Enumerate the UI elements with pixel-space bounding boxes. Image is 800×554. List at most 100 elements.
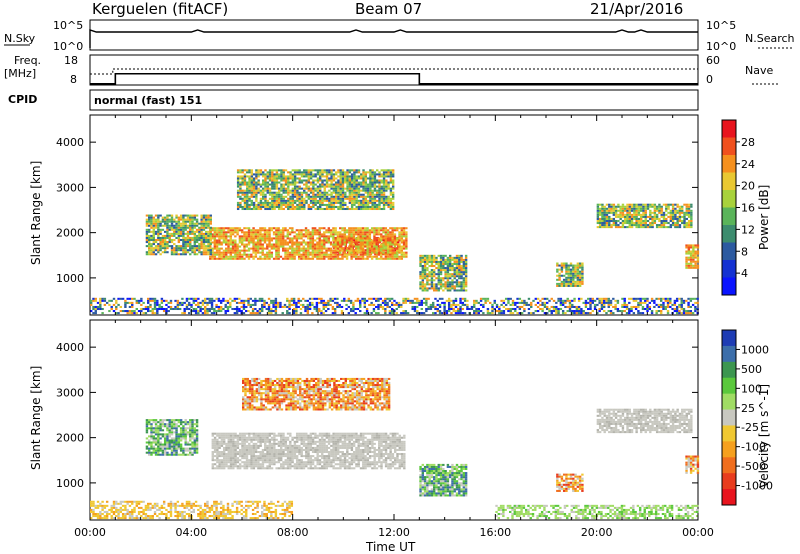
power-cell [475,310,478,313]
power-cell [689,310,693,313]
power-cell [286,247,289,250]
power-cell [177,253,181,256]
power-cell [344,179,347,182]
power-cell [173,243,176,246]
power-cell [445,299,449,302]
power-cell [313,255,317,258]
power-cell [448,275,452,278]
power-cell [242,299,246,302]
power-cell [289,175,292,178]
power-cell [514,310,517,313]
power-cell [384,307,387,311]
nave-label: Nave [745,64,773,77]
power-cell [248,207,251,211]
power-cell [491,305,494,308]
power-cell [165,310,168,313]
power-cell [423,267,427,270]
power-cell [334,233,337,236]
power-cell [575,307,579,311]
power-cell [297,229,301,232]
power-cell [272,257,276,260]
power-cell [495,305,499,308]
power-cell [299,312,303,315]
power-cell [393,235,397,238]
power-cell [676,226,679,229]
power-cell [391,237,394,240]
power-cell [380,187,383,190]
power-cell [405,255,408,258]
power-cell [319,205,322,208]
power-cell [364,235,367,238]
power-cell [261,227,264,230]
power-cell [252,187,256,190]
power-cell [646,224,650,227]
power-cell [128,297,132,300]
power-cell [466,307,469,311]
power-cell [573,310,576,313]
power-cell [289,199,292,202]
power-cell [464,281,468,284]
power-cell [566,299,569,302]
power-cell [660,209,663,212]
power-cell [166,234,169,237]
power-cell [304,249,308,252]
power-cell [662,215,666,218]
power-cell [462,285,466,288]
power-cell [451,283,454,286]
power-cell [539,299,542,302]
power-cell [346,181,349,184]
power-cell [421,271,425,274]
power-cell [288,301,291,304]
power-cell [405,241,408,244]
power-cell [651,219,654,223]
power-cell [347,305,351,308]
power-cell [170,247,174,250]
power-cell [323,175,326,178]
power-cell [573,312,576,315]
power-cell [576,264,580,267]
power-cell [574,276,577,279]
power-cell [170,214,174,217]
power-cell [601,226,604,229]
power-cell [277,229,280,232]
power-cell [275,237,278,240]
power-cell [366,235,369,238]
power-cell [110,305,113,308]
power-cell [284,195,288,198]
power-cell [543,303,547,306]
power-cell [523,310,526,313]
power-cell [268,201,272,204]
power-cell [509,303,512,306]
power-cell [241,191,244,194]
power-cell [161,216,165,219]
power-cell [427,297,430,300]
power-cell [105,301,109,304]
power-cell [384,247,388,250]
power-cell [202,226,206,229]
power-cell [373,237,376,240]
power-cell [236,203,240,206]
power-cell [332,187,336,190]
power-cell [275,235,278,238]
power-cell [198,228,201,231]
power-cell [371,191,374,194]
power-cell [610,226,613,229]
power-cell [330,195,333,198]
power-cell [296,169,299,172]
power-cell [630,297,633,300]
power-cell [334,231,337,234]
power-cell [354,227,358,230]
power-cell [454,297,458,300]
power-cell [603,222,606,225]
power-cell [437,254,440,257]
power-cell [370,251,374,254]
power-cell [398,247,401,250]
power-cell [655,226,659,229]
power-cell [436,307,439,311]
power-cell [193,214,197,217]
power-cell [308,301,312,304]
power-cell [405,233,408,236]
power-cell [555,310,558,313]
power-cell [509,312,512,315]
power-cell [247,249,251,252]
